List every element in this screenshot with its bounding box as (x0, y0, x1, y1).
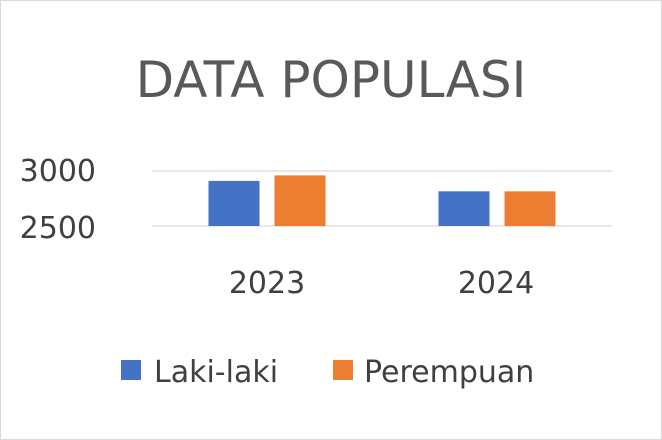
x-category-label-2024: 2024 (458, 266, 534, 301)
bar-laki-laki-2023 (208, 180, 260, 226)
chart-title: DATA POPULASI (136, 51, 527, 109)
bar-perempuan-2024 (504, 191, 556, 226)
legend-swatch-perempuan (333, 360, 353, 380)
bar-laki-laki-2024 (438, 191, 490, 226)
y-tick-label-2500: 2500 (20, 211, 96, 246)
bars (208, 175, 556, 226)
x-category-label-2023: 2023 (229, 266, 305, 301)
legend-swatch-laki-laki (121, 360, 141, 380)
y-tick-label-3000: 3000 (20, 154, 96, 189)
legend-label-laki-laki: Laki-laki (154, 355, 278, 390)
bar-perempuan-2023 (274, 175, 326, 226)
legend-label-perempuan: Perempuan (364, 355, 534, 390)
legend: Laki-laki Perempuan (121, 355, 534, 390)
